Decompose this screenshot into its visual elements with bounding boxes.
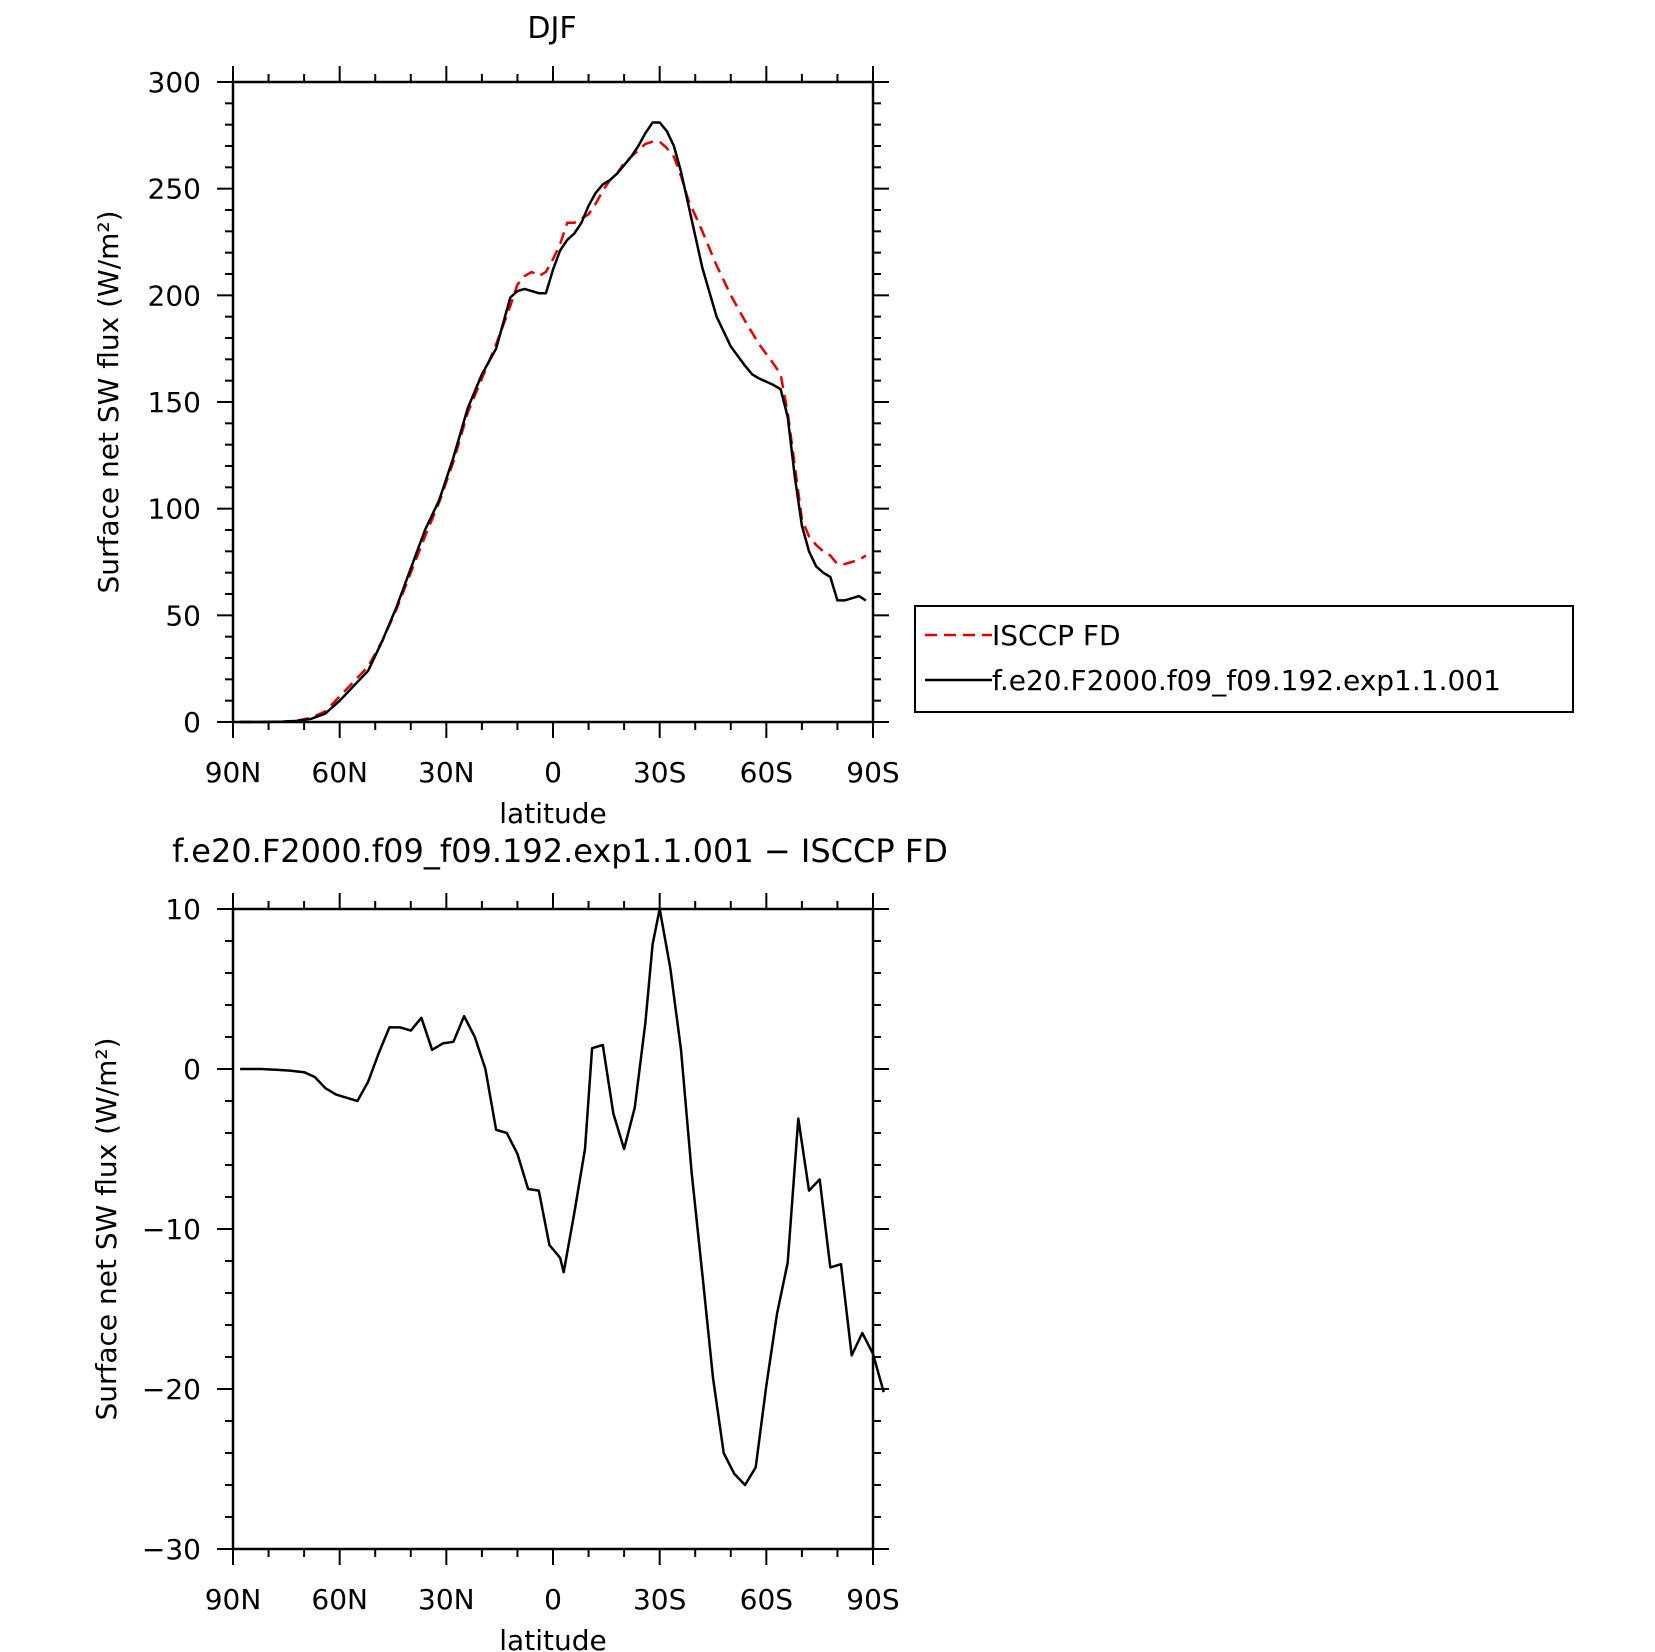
legend-box (914, 605, 1574, 713)
top-x-tick-label: 0 (544, 756, 562, 789)
bottom-panel: f.e20.F2000.f09_f09.192.exp1.1.001 − ISC… (90, 832, 948, 1652)
bottom-x-tick-label: 60N (311, 1583, 368, 1616)
legend: ISCCP FD f.e20.F2000.f09_f09.192.exp1.1.… (914, 605, 1574, 713)
legend-label-isccp: ISCCP FD (992, 619, 1121, 652)
bottom-y-tick-label: 0 (183, 1053, 201, 1086)
top-x-axis-label: latitude (499, 797, 606, 830)
top-y-tick-label: 50 (165, 599, 201, 632)
top-y-tick-label: 100 (148, 493, 201, 526)
bottom-x-tick-label: 90S (846, 1583, 899, 1616)
top-y-tick-label: 250 (148, 173, 201, 206)
top-x-tick-label: 90S (846, 756, 899, 789)
top-y-axis-label: Surface net SW flux (W/m²) (92, 210, 125, 593)
top-y-tick-label: 0 (183, 706, 201, 739)
bottom-x-tick-label: 0 (544, 1583, 562, 1616)
legend-label-model: f.e20.F2000.f09_f09.192.exp1.1.001 (992, 664, 1501, 697)
bottom-series (240, 907, 885, 1487)
bottom-y-tick-label: 10 (165, 893, 201, 926)
bottom-x-tick-label: 30S (633, 1583, 686, 1616)
top-x-tick-label: 30S (633, 756, 686, 789)
bottom-plot-frame (231, 907, 875, 1551)
top-chart-title: DJF (527, 11, 576, 46)
top-y-tick-label: 300 (148, 66, 201, 99)
bottom-x-tick-label: 60S (740, 1583, 793, 1616)
top-x-ticks: 90N 60N 30N 0 30S 60S 90S (205, 66, 900, 789)
top-x-tick-label: 60S (740, 756, 793, 789)
top-series-line-1 (240, 121, 867, 724)
top-x-tick-label: 90N (205, 756, 262, 789)
bottom-x-tick-label: 30N (418, 1583, 475, 1616)
top-y-tick-label: 200 (148, 279, 201, 312)
bottom-y-tick-label: −10 (142, 1213, 201, 1246)
top-x-tick-label: 30N (418, 756, 475, 789)
bottom-x-tick-label: 90N (205, 1583, 262, 1616)
bottom-y-tick-label: −30 (142, 1533, 201, 1566)
bottom-x-axis-label: latitude (499, 1624, 606, 1652)
bottom-y-ticks: −30 −20 −10 0 10 (142, 893, 889, 1566)
top-x-tick-label: 60N (311, 756, 368, 789)
top-series (240, 121, 867, 724)
top-y-ticks: 0 50 100 150 200 250 300 (148, 66, 889, 739)
bottom-x-ticks: 90N 60N 30N 0 30S 60S 90S (205, 893, 900, 1616)
bottom-chart-title: f.e20.F2000.f09_f09.192.exp1.1.001 − ISC… (172, 832, 948, 870)
bottom-y-axis-label: Surface net SW flux (W/m²) (90, 1037, 123, 1420)
top-y-tick-label: 150 (148, 386, 201, 419)
bottom-y-tick-label: −20 (142, 1373, 201, 1406)
bottom-series-line-0 (240, 907, 885, 1487)
top-plot-frame (231, 80, 875, 724)
